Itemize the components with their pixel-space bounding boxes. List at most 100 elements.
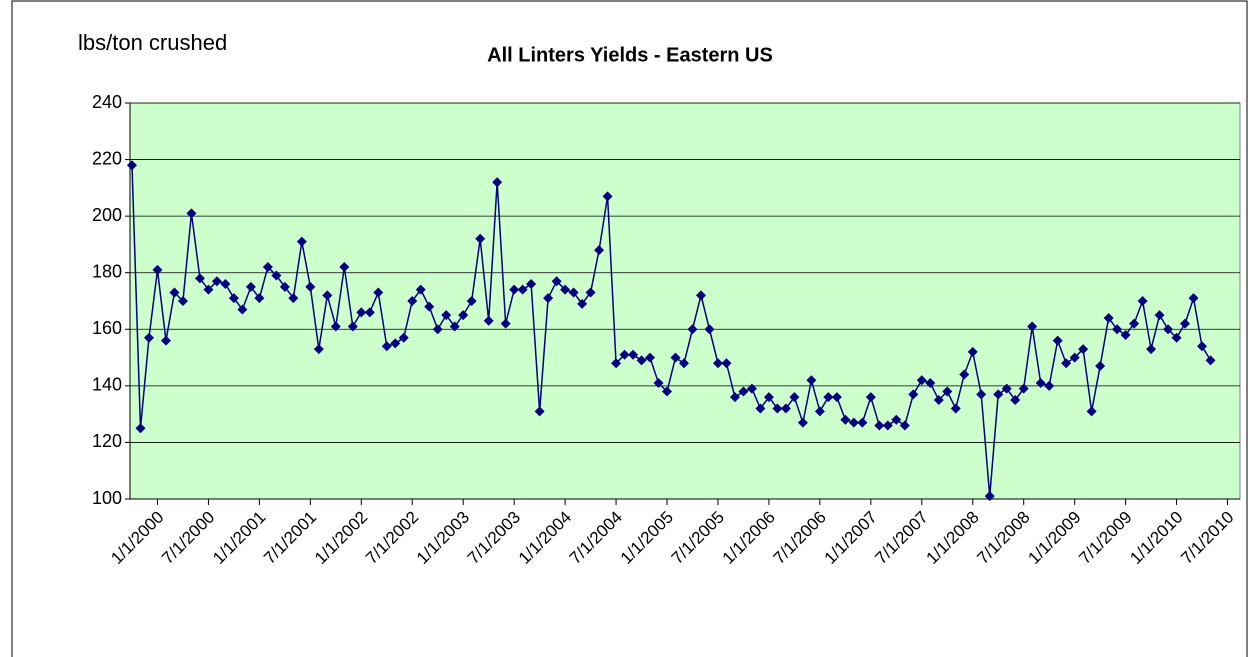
data-point	[908, 389, 919, 400]
data-point	[568, 287, 579, 298]
data-point	[271, 270, 282, 281]
data-point	[526, 279, 537, 290]
data-point	[169, 287, 180, 298]
chart-title: All Linters Yields - Eastern US	[487, 44, 773, 66]
data-point	[942, 386, 953, 397]
data-point	[585, 287, 596, 298]
data-point	[330, 321, 341, 332]
data-point	[721, 358, 732, 369]
data-point	[1180, 318, 1191, 329]
data-point	[1010, 395, 1021, 405]
data-point	[806, 375, 817, 386]
data-point	[441, 310, 452, 321]
data-point	[704, 324, 715, 335]
data-point	[984, 491, 995, 502]
data-point	[1044, 380, 1055, 391]
data-point	[933, 395, 944, 405]
data-point	[653, 378, 664, 389]
data-point	[313, 344, 324, 355]
data-point	[211, 276, 222, 287]
data-point	[594, 245, 605, 256]
data-point	[628, 349, 639, 360]
data-point	[534, 406, 545, 417]
data-point	[780, 403, 791, 414]
data-point	[1078, 344, 1089, 355]
data-point	[1103, 312, 1114, 323]
data-point	[152, 264, 163, 275]
data-point	[1129, 318, 1140, 329]
data-point	[865, 392, 876, 403]
data-point	[840, 414, 851, 425]
data-point	[186, 208, 197, 219]
data-point	[976, 389, 987, 400]
data-point	[177, 296, 188, 306]
data-point	[543, 293, 554, 304]
data-point	[424, 301, 435, 312]
data-point	[1146, 344, 1157, 355]
data-point	[687, 324, 698, 335]
data-point	[1171, 332, 1182, 343]
data-point	[1095, 361, 1106, 372]
data-point	[874, 420, 885, 431]
data-point	[194, 273, 205, 284]
data-point	[339, 262, 350, 273]
data-point	[135, 423, 146, 434]
data-point	[1052, 335, 1063, 346]
data-point	[1188, 293, 1199, 304]
data-point	[738, 386, 749, 397]
data-point	[1035, 378, 1046, 389]
data-point	[848, 417, 859, 428]
data-point	[279, 281, 290, 292]
data-point	[1018, 383, 1029, 394]
data-point	[916, 375, 927, 386]
data-point	[670, 352, 681, 363]
data-point	[475, 233, 486, 244]
data-point	[143, 332, 154, 343]
data-point	[398, 332, 409, 343]
data-point	[729, 392, 740, 403]
plot-area	[129, 102, 1241, 500]
y-tick-label: 220	[92, 148, 122, 168]
data-point	[458, 310, 469, 321]
data-point	[789, 392, 800, 403]
data-point	[1069, 352, 1080, 363]
data-point	[551, 276, 562, 287]
data-point	[254, 293, 265, 304]
data-point	[857, 417, 868, 428]
y-tick-label: 100	[92, 488, 122, 508]
data-point	[797, 417, 808, 428]
data-point	[322, 290, 333, 301]
data-point	[228, 293, 239, 304]
data-point	[237, 304, 248, 315]
data-point	[636, 355, 647, 366]
data-point	[619, 349, 630, 360]
data-point	[1163, 324, 1174, 335]
data-point	[755, 403, 766, 414]
data-point	[466, 296, 477, 306]
data-point	[993, 389, 1004, 400]
data-point	[1120, 329, 1131, 340]
data-point	[517, 284, 528, 295]
data-point	[492, 177, 503, 188]
y-tick-label: 120	[92, 431, 122, 451]
data-point	[602, 191, 613, 202]
y-tick-label: 180	[92, 261, 122, 281]
data-point	[1001, 383, 1012, 394]
data-point	[814, 406, 825, 417]
data-point	[415, 284, 426, 295]
data-point	[1197, 341, 1208, 352]
y-axis-label: lbs/ton crushed	[78, 30, 227, 55]
data-point	[364, 307, 375, 318]
data-point	[127, 160, 137, 171]
data-point	[967, 346, 978, 357]
y-tick-label: 200	[92, 205, 122, 225]
data-point	[305, 281, 316, 292]
data-point	[407, 296, 418, 306]
data-point	[925, 378, 936, 389]
data-point	[712, 358, 723, 369]
data-point	[645, 352, 656, 363]
data-point	[500, 318, 511, 329]
data-point	[220, 279, 231, 290]
